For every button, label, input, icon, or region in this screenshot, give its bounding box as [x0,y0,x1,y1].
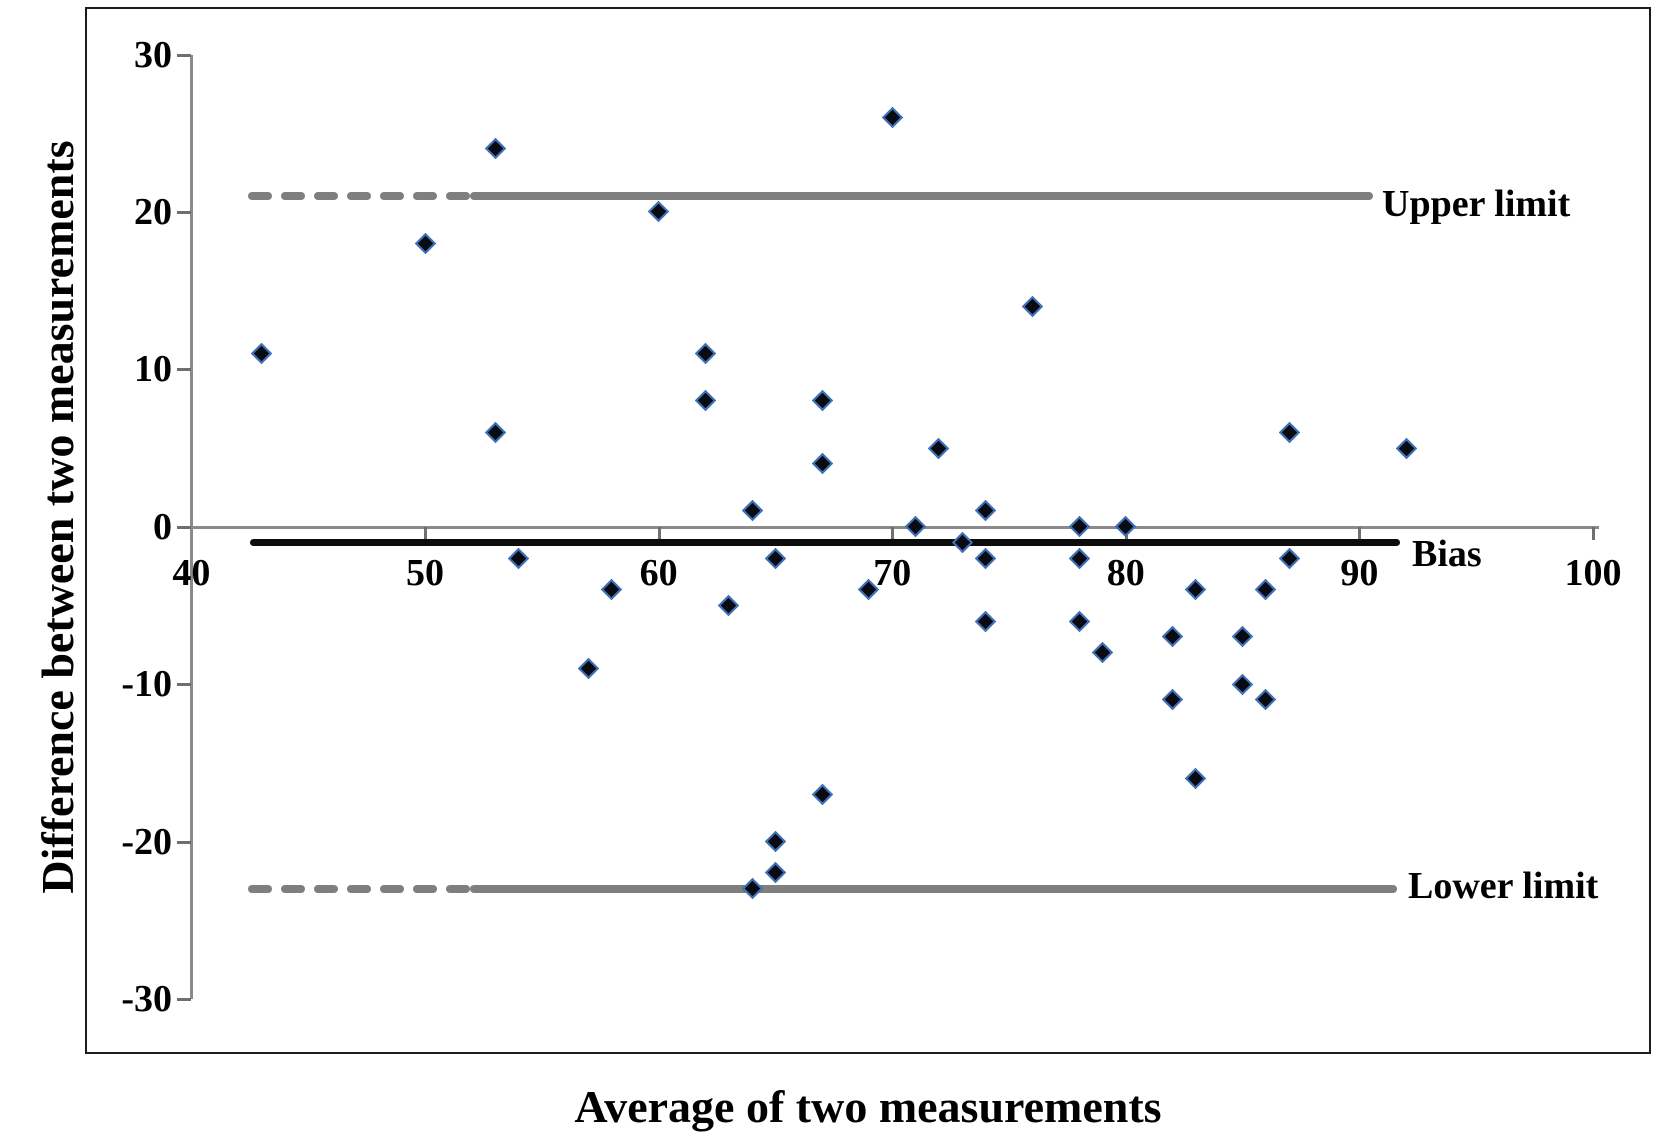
y-tick-label: -30 [121,977,172,1020]
upper-limit-line-dash [446,192,470,201]
lower-limit-line [470,884,1397,893]
bias-line [250,538,1400,546]
y-tick-label: -10 [121,663,172,706]
y-tick-mark [177,525,192,529]
y-tick-mark [177,210,192,214]
y-tick-label: 10 [134,348,172,391]
x-tick-label: 90 [1340,552,1379,594]
y-tick-label: 20 [134,190,172,233]
lower-limit-label: Lower limit [1408,865,1599,907]
x-tick-label: 50 [406,552,444,594]
upper-limit-line-dash [347,192,371,201]
y-tick-label: 0 [153,505,172,548]
x-tick-label: 40 [172,552,211,594]
y-tick-label: -20 [121,820,172,863]
y-tick-mark [177,683,192,687]
x-tick-label: 60 [639,552,678,594]
y-tick-mark [177,53,192,57]
lower-limit-line-dash [314,884,338,893]
upper-limit-line-dash [248,192,272,201]
upper-limit-line-dash [281,192,305,201]
x-axis-title: Average of two measurements [574,1081,1162,1132]
lower-limit-line-dash [380,884,404,893]
y-tick-label: 30 [134,33,172,76]
upper-limit-line [470,192,1373,201]
bias-label: Bias [1412,533,1482,575]
lower-limit-line-dash [446,884,470,893]
x-tick-mark [1358,526,1362,540]
x-tick-mark [1592,526,1595,540]
x-tick-mark [891,526,895,540]
y-axis-title: Difference between two measurements [32,140,83,894]
x-tick-label: 70 [873,552,912,594]
x-axis-line [191,525,1599,529]
lower-limit-line-dash [347,884,371,893]
upper-limit-label: Upper limit [1382,183,1571,225]
x-tick-label: 80 [1106,552,1145,594]
upper-limit-line-dash [380,192,404,201]
y-tick-mark [177,368,192,372]
lower-limit-line-dash [248,884,272,893]
upper-limit-line-dash [413,192,437,201]
x-tick-mark [424,526,427,540]
y-tick-mark [177,997,192,1001]
lower-limit-line-dash [413,884,437,893]
upper-limit-line-dash [314,192,338,201]
lower-limit-line-dash [281,884,305,893]
plot-border [85,7,1651,1054]
y-tick-mark [177,840,192,844]
x-tick-label: 100 [1564,552,1622,594]
x-tick-mark [657,526,661,540]
